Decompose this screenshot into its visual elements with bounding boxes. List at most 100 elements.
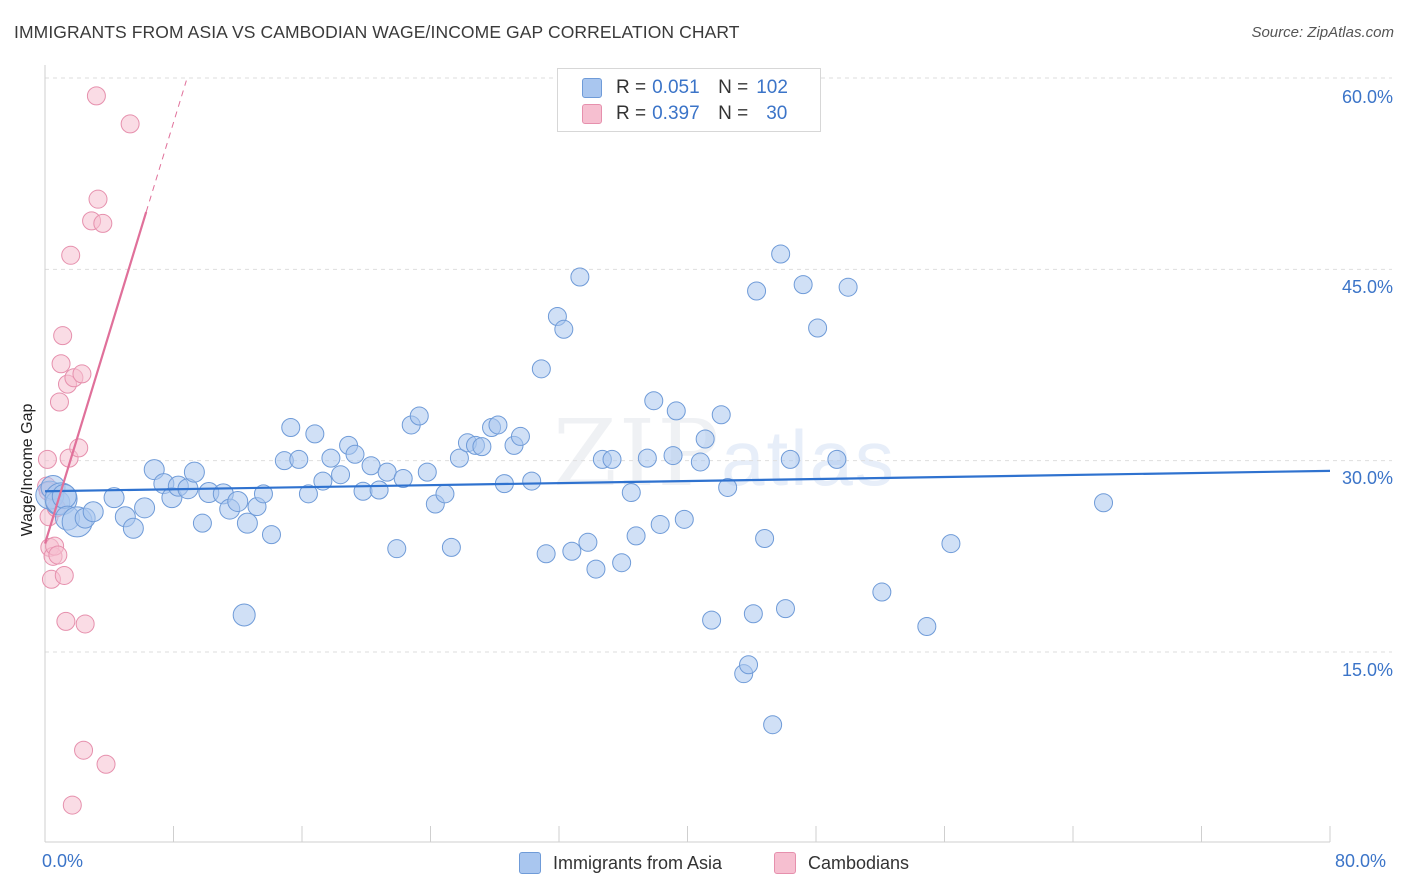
asia-point [536, 544, 556, 564]
asia-point [261, 525, 281, 545]
y-tick-label-60: 60.0% [1341, 87, 1393, 107]
legend-n-value: 30 [766, 103, 788, 124]
series-legend-asia-label: Immigrants from Asia [553, 852, 723, 873]
asia-point [522, 471, 542, 491]
asia-point [718, 477, 738, 497]
asia-point [192, 513, 212, 533]
y-tick-label-45: 45.0% [1341, 277, 1393, 297]
asia-point [281, 418, 301, 438]
asia-point [103, 487, 125, 509]
asia-point [345, 444, 365, 464]
y-tick-label-30: 30.0% [1341, 468, 1393, 488]
cambodian-trend-extension [145, 80, 187, 213]
cambodian-point [88, 189, 108, 209]
series-legend-cambodians-label: Cambodians [808, 852, 910, 873]
cambodian-point [93, 213, 113, 233]
cambodian-point [37, 449, 57, 469]
cambodian-point [49, 392, 69, 412]
series-legend-cambodians: Cambodians [774, 852, 909, 874]
asia-point [387, 539, 407, 559]
asia-point [739, 655, 759, 675]
cambodian-point [51, 354, 71, 374]
asia-point [435, 484, 455, 504]
cambodian-point [69, 438, 89, 458]
asia-point [298, 484, 318, 504]
legend-r-label: R = [616, 77, 647, 98]
series-swatch-cambodians [774, 852, 796, 874]
asia-point [626, 526, 646, 546]
asia-point [690, 452, 710, 472]
asia-point [743, 604, 763, 624]
asia-point [409, 406, 429, 426]
asia-point [578, 532, 598, 552]
asia-point [775, 599, 795, 619]
asia-point [236, 512, 258, 534]
asia-point [771, 244, 791, 264]
cambodian-point [120, 114, 140, 134]
asia-point [650, 514, 670, 534]
asia-point [1094, 493, 1114, 513]
asia-point [232, 603, 256, 627]
legend-r-value: 0.397 [652, 103, 700, 124]
cambodian-trend-line [43, 211, 148, 544]
asia-point [134, 497, 156, 519]
asia-point [586, 559, 606, 579]
asia-point [793, 275, 813, 295]
asia-point [253, 484, 273, 504]
asia-point [554, 319, 574, 339]
asia-point [531, 359, 551, 379]
legend-n-value: 102 [756, 77, 788, 98]
y-axis-label: Wage/Income Gap [19, 403, 36, 537]
asia-point [377, 462, 397, 482]
cambodian-point [48, 545, 68, 565]
asia-point [313, 471, 333, 491]
cambodian-point [54, 565, 74, 585]
asia-point [183, 461, 205, 483]
asia-point [637, 448, 657, 468]
asia-point [305, 424, 325, 444]
chart-title: IMMIGRANTS FROM ASIA VS CAMBODIAN WAGE/I… [14, 22, 740, 42]
legend-n-label: N = [718, 77, 749, 98]
asia-point [510, 426, 530, 446]
asia-trend-line [44, 469, 1331, 493]
asia-point [872, 582, 892, 602]
correlation-legend: R = 0.051 N = 102 R = 0.397 N = 30 [557, 68, 821, 132]
asia-point [666, 401, 686, 421]
legend-swatch-cambodians [582, 104, 602, 124]
asia-point [441, 537, 461, 557]
asia-point [417, 462, 437, 482]
x-tick-label-min: 0.0% [42, 851, 84, 871]
legend-swatch-asia [582, 78, 602, 98]
asia-point [644, 391, 664, 411]
asia-point [941, 534, 961, 554]
legend-n-label: N = [718, 103, 749, 124]
asia-point [695, 429, 715, 449]
asia-point [227, 490, 249, 512]
legend-row-asia: R = 0.051 N = 102 [582, 76, 788, 100]
cambodian-point [86, 86, 106, 106]
asia-point [612, 553, 632, 573]
asia-point [602, 449, 622, 469]
asia-point [472, 437, 492, 457]
asia-point [711, 405, 731, 425]
asia-point [674, 509, 694, 529]
asia-point [621, 483, 641, 503]
asia-point [663, 446, 683, 466]
asia-point [780, 449, 800, 469]
asia-point [747, 281, 767, 301]
cambodian-point [61, 245, 81, 265]
asia-point [289, 449, 309, 469]
series-swatch-asia [519, 852, 541, 874]
asia-point [369, 480, 389, 500]
asia-point [82, 501, 104, 523]
asia-point [562, 541, 582, 561]
asia-point [488, 415, 508, 435]
source-credit: Source: ZipAtlas.com [1251, 24, 1394, 41]
asia-point [331, 465, 351, 485]
asia-point [763, 715, 783, 735]
cambodian-point [56, 611, 76, 631]
asia-point [808, 318, 828, 338]
x-tick-label-max: 80.0% [1335, 851, 1387, 871]
series-legend-asia: Immigrants from Asia [519, 852, 722, 874]
